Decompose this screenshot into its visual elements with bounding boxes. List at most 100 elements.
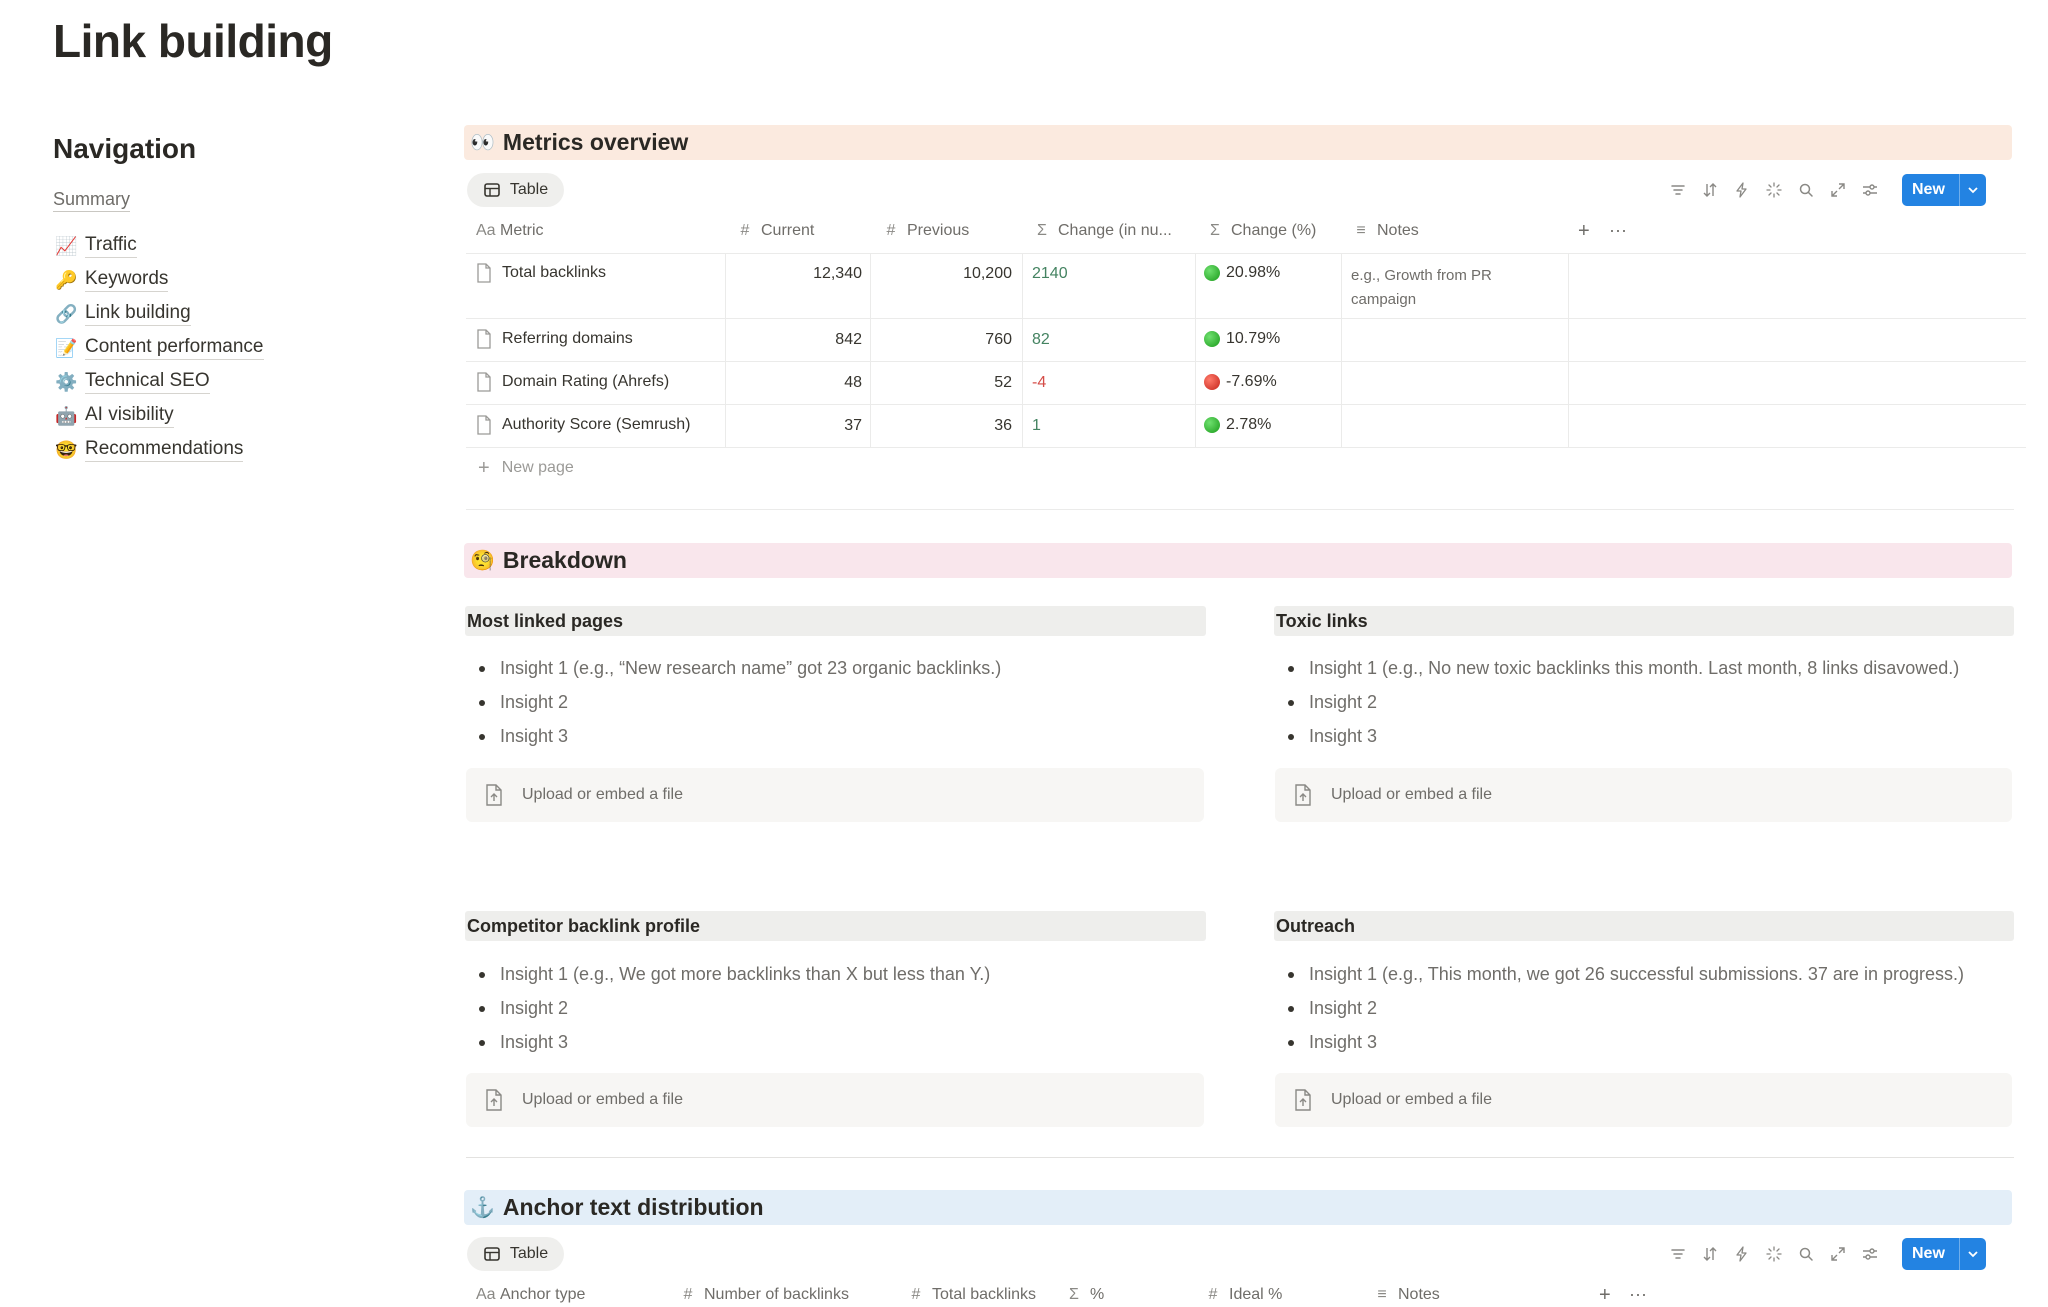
column-header-total-backlinks[interactable]: # Total backlinks: [908, 1286, 1037, 1304]
change-pct-value: 2.78%: [1226, 416, 1272, 433]
change-value: 2140: [1032, 265, 1068, 282]
list-item: Insight 3: [466, 719, 1001, 753]
nav-item-content-performance[interactable]: 📝 Content performance: [55, 336, 264, 360]
settings-sliders-icon[interactable]: [1860, 181, 1879, 200]
nav-summary-link[interactable]: Summary: [53, 189, 131, 212]
page-title: Link building: [53, 15, 333, 67]
nav-item-traffic[interactable]: 📈 Traffic: [55, 234, 137, 258]
sparkle-icon[interactable]: [1764, 181, 1783, 200]
change-pct-cell: 20.98%: [1204, 264, 1280, 282]
new-page-button[interactable]: + New page: [478, 458, 574, 478]
table-row[interactable]: Domain Rating (Ahrefs): [476, 372, 669, 392]
column-header-change-pct[interactable]: Σ Change (%): [1207, 222, 1316, 240]
new-button[interactable]: New: [1902, 174, 1986, 206]
text-lines-icon: ≡: [1377, 1286, 1387, 1303]
notes-value[interactable]: e.g., Growth from PR campaign: [1351, 267, 1492, 308]
column-label: Previous: [907, 222, 970, 239]
column-header-metric[interactable]: Aa Metric: [476, 222, 544, 240]
column-label: Anchor type: [500, 1286, 586, 1303]
nav-item-label: Link building: [85, 302, 191, 326]
more-options-icon[interactable]: ···: [1609, 220, 1627, 240]
divider: [466, 1157, 2014, 1158]
column-header-ideal-percent[interactable]: # Ideal %: [1205, 1286, 1283, 1304]
column-header-previous[interactable]: # Previous: [883, 222, 970, 240]
page-icon: [477, 263, 491, 283]
new-button-label[interactable]: New: [1912, 1245, 1945, 1262]
outreach-heading: Outreach: [1274, 911, 2014, 941]
new-button-label[interactable]: New: [1912, 181, 1945, 198]
nav-item-link-building[interactable]: 🔗 Link building: [55, 302, 191, 326]
upload-label: Upload or embed a file: [1331, 1091, 1492, 1108]
change-value: -4: [1032, 374, 1047, 391]
column-header-notes[interactable]: ≡ Notes: [1353, 222, 1419, 240]
settings-sliders-icon[interactable]: [1860, 1245, 1879, 1264]
tab-table[interactable]: Table: [467, 1237, 564, 1271]
search-icon[interactable]: [1796, 1245, 1815, 1264]
number-icon: #: [740, 222, 750, 239]
nav-item-keywords[interactable]: 🔑 Keywords: [55, 268, 169, 292]
text-lines-icon: ≡: [1356, 222, 1366, 239]
list-item: Insight 2: [466, 685, 1001, 719]
change-pct-value: 20.98%: [1226, 264, 1281, 281]
column-header-percent[interactable]: Σ%: [1066, 1286, 1104, 1304]
nav-item-label: Technical SEO: [85, 370, 210, 394]
column-header-current[interactable]: # Current: [737, 222, 815, 240]
gear-icon: ⚙️: [55, 371, 78, 392]
search-icon[interactable]: [1796, 181, 1815, 200]
add-column-icon[interactable]: +: [1599, 1284, 1611, 1306]
link-icon: 🔗: [55, 303, 78, 324]
change-pct-value: 10.79%: [1226, 330, 1281, 347]
add-column-icon[interactable]: +: [1578, 220, 1590, 242]
formula-icon: Σ: [1037, 222, 1047, 239]
formula-icon: Σ: [1210, 222, 1220, 239]
green-circle-icon: [1204, 264, 1220, 281]
chevron-down-icon[interactable]: [1958, 1238, 1986, 1270]
upload-embed-button[interactable]: Upload or embed a file: [1275, 768, 2012, 822]
upload-embed-button[interactable]: Upload or embed a file: [466, 768, 1204, 822]
page-icon: [477, 329, 491, 349]
robot-icon: 🤖: [55, 405, 78, 426]
metric-name: Domain Rating (Ahrefs): [502, 373, 670, 390]
green-circle-icon: [1204, 330, 1220, 347]
sort-icon[interactable]: [1700, 181, 1719, 200]
filter-icon[interactable]: [1668, 181, 1687, 200]
section-title: Metrics overview: [502, 129, 689, 155]
expand-icon[interactable]: [1828, 1245, 1847, 1264]
column-header-number-of-backlinks[interactable]: # Number of backlinks: [680, 1286, 849, 1304]
file-upload-icon: [486, 784, 502, 806]
insights-list: Insight 1 (e.g., No new toxic backlinks …: [1275, 651, 1959, 753]
sort-icon[interactable]: [1700, 1245, 1719, 1264]
upload-embed-button[interactable]: Upload or embed a file: [466, 1073, 1204, 1127]
competitor-backlink-profile-heading: Competitor backlink profile: [465, 911, 1206, 941]
expand-icon[interactable]: [1828, 181, 1847, 200]
previous-value: 36: [994, 417, 1012, 434]
new-button[interactable]: New: [1902, 1238, 1986, 1270]
column-label: Notes: [1377, 222, 1419, 239]
tab-table[interactable]: Table: [467, 173, 564, 207]
section-title: Anchor text distribution: [502, 1194, 764, 1220]
lightning-icon[interactable]: [1732, 1245, 1751, 1264]
chevron-down-icon[interactable]: [1958, 174, 1986, 206]
key-icon: 🔑: [55, 269, 78, 290]
anchor-toolbar: New: [1668, 1238, 1986, 1270]
upload-embed-button[interactable]: Upload or embed a file: [1275, 1073, 2012, 1127]
lightning-icon[interactable]: [1732, 181, 1751, 200]
file-upload-icon: [1295, 784, 1311, 806]
column-header-anchor-type[interactable]: Aa Anchor type: [476, 1286, 585, 1304]
table-row[interactable]: Authority Score (Semrush): [476, 415, 691, 435]
nav-item-ai-visibility[interactable]: 🤖 AI visibility: [55, 404, 174, 428]
new-page-label: New page: [501, 459, 574, 476]
page-icon: [477, 372, 491, 392]
column-header-notes[interactable]: ≡ Notes: [1374, 1286, 1439, 1304]
toxic-links-heading: Toxic links: [1274, 606, 2014, 636]
nav-item-recommendations[interactable]: 🤓 Recommendations: [55, 438, 244, 462]
text-icon: Aa: [476, 1286, 496, 1303]
current-value: 37: [844, 417, 862, 434]
table-row[interactable]: Total backlinks: [476, 263, 606, 283]
nav-item-technical-seo[interactable]: ⚙️ Technical SEO: [55, 370, 210, 394]
column-header-change[interactable]: Σ Change (in nu...: [1034, 222, 1172, 240]
more-options-icon[interactable]: ···: [1629, 1284, 1647, 1304]
sparkle-icon[interactable]: [1764, 1245, 1783, 1264]
filter-icon[interactable]: [1668, 1245, 1687, 1264]
table-row[interactable]: Referring domains: [476, 329, 633, 349]
